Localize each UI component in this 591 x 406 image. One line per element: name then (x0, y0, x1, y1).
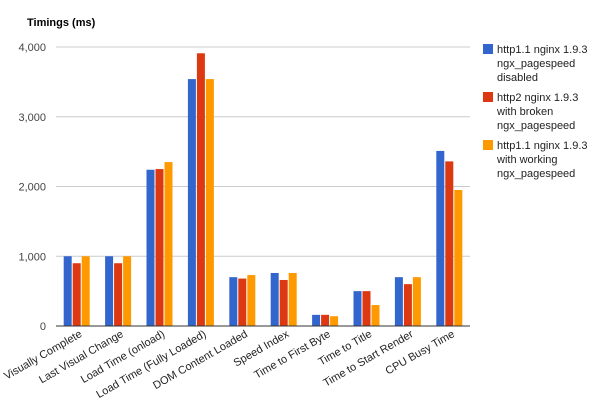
legend-label: http1.1 nginx 1.9.3 (497, 44, 588, 56)
y-tick-label: 0 (40, 321, 46, 333)
bars (63, 53, 463, 327)
bar (187, 79, 196, 327)
y-tick-label: 4,000 (18, 42, 46, 54)
legend-swatch (483, 140, 493, 150)
legend-label: with broken (496, 106, 553, 118)
bar (288, 272, 297, 326)
bar (362, 291, 371, 326)
bar (445, 161, 454, 326)
bar (247, 275, 256, 326)
legend: http1.1 nginx 1.9.3 ngx_pagespeed disabled… (483, 44, 588, 180)
y-axis-ticks: 0 1,000 2,000 3,000 4,000 (18, 42, 46, 333)
bar (353, 291, 362, 326)
bar (279, 279, 288, 326)
x-tick-label: CPU Busy Time (384, 328, 457, 377)
bar (330, 316, 339, 326)
bar (81, 256, 90, 326)
legend-swatch (483, 44, 493, 54)
legend-label: disabled (497, 72, 538, 84)
bar (105, 256, 114, 326)
bar (321, 314, 330, 326)
bar (403, 284, 412, 326)
gridlines (56, 46, 470, 257)
bar (436, 150, 445, 326)
bar (412, 277, 421, 326)
bar (123, 256, 132, 326)
bar (394, 277, 403, 326)
y-tick-label: 3,000 (18, 112, 46, 124)
y-tick-label: 2,000 (18, 182, 46, 194)
bar (371, 305, 380, 326)
bar (114, 263, 123, 326)
legend-label: ngx_pagespeed (497, 120, 575, 132)
bar (196, 53, 205, 327)
bar (312, 314, 321, 326)
bar (229, 277, 238, 326)
bar (164, 162, 173, 326)
y-tick-label: 1,000 (18, 251, 46, 263)
bar (155, 169, 164, 326)
bar (63, 256, 72, 326)
bar (72, 263, 81, 326)
bar (146, 169, 155, 326)
bar (454, 189, 463, 326)
legend-swatch (483, 92, 493, 102)
legend-label: http1.1 nginx 1.9.3 (497, 140, 588, 152)
legend-label: with working (496, 154, 558, 166)
legend-label: ngx_pagespeed (497, 168, 575, 180)
bar (205, 79, 214, 327)
legend-label: ngx_pagespeed (497, 58, 575, 70)
bar (238, 278, 247, 326)
bar (270, 272, 279, 326)
chart-title: Timings (ms) (27, 17, 96, 29)
legend-label: http2 nginx 1.9.3 (497, 92, 578, 104)
